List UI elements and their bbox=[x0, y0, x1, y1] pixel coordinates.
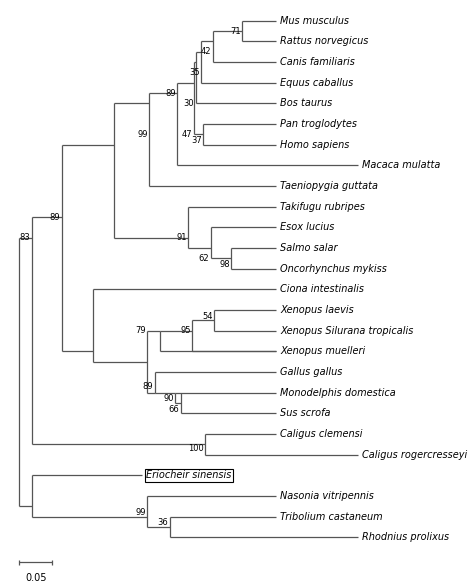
Text: 66: 66 bbox=[169, 404, 179, 414]
Text: Eriocheir sinensis: Eriocheir sinensis bbox=[146, 470, 232, 480]
Text: Nasonia vitripennis: Nasonia vitripennis bbox=[280, 491, 374, 501]
Text: 83: 83 bbox=[20, 233, 31, 242]
Text: Xenopus Silurana tropicalis: Xenopus Silurana tropicalis bbox=[280, 326, 414, 336]
Text: 79: 79 bbox=[135, 326, 146, 335]
Text: 54: 54 bbox=[202, 312, 213, 321]
Text: Rhodnius prolixus: Rhodnius prolixus bbox=[362, 532, 449, 542]
Text: Macaca mulatta: Macaca mulatta bbox=[362, 160, 440, 170]
Text: 42: 42 bbox=[201, 47, 211, 56]
Text: Oncorhynchus mykiss: Oncorhynchus mykiss bbox=[280, 264, 387, 274]
Text: Sus scrofa: Sus scrofa bbox=[280, 409, 331, 419]
Text: Equus caballus: Equus caballus bbox=[280, 77, 354, 87]
Text: 36: 36 bbox=[157, 518, 168, 527]
Text: Salmo salar: Salmo salar bbox=[280, 243, 338, 253]
Text: Ciona intestinalis: Ciona intestinalis bbox=[280, 284, 364, 294]
Text: Esox lucius: Esox lucius bbox=[280, 222, 335, 232]
Text: 0.05: 0.05 bbox=[25, 573, 46, 583]
Text: Caligus clemensi: Caligus clemensi bbox=[280, 429, 363, 439]
Text: 30: 30 bbox=[183, 99, 194, 108]
Text: 95: 95 bbox=[180, 326, 191, 335]
Text: Monodelphis domestica: Monodelphis domestica bbox=[280, 387, 396, 397]
Text: Mus musculus: Mus musculus bbox=[280, 16, 349, 26]
Text: Xenopus laevis: Xenopus laevis bbox=[280, 305, 354, 315]
Text: 89: 89 bbox=[143, 382, 154, 391]
Text: 98: 98 bbox=[219, 260, 229, 269]
Text: 35: 35 bbox=[189, 68, 200, 77]
Text: 91: 91 bbox=[176, 233, 187, 242]
Text: Rattus norvegicus: Rattus norvegicus bbox=[280, 36, 369, 46]
Text: 100: 100 bbox=[188, 444, 204, 453]
Text: 37: 37 bbox=[191, 136, 202, 145]
Text: 71: 71 bbox=[230, 26, 241, 36]
Text: 99: 99 bbox=[136, 508, 146, 517]
Text: Tribolium castaneum: Tribolium castaneum bbox=[280, 512, 383, 522]
Text: Takifugu rubripes: Takifugu rubripes bbox=[280, 202, 365, 212]
Text: 89: 89 bbox=[165, 89, 176, 97]
Text: 90: 90 bbox=[164, 394, 174, 403]
Text: Caligus rogercresseyi: Caligus rogercresseyi bbox=[362, 450, 467, 460]
Text: Xenopus muelleri: Xenopus muelleri bbox=[280, 346, 365, 356]
Text: 99: 99 bbox=[137, 130, 148, 139]
Text: Gallus gallus: Gallus gallus bbox=[280, 367, 343, 377]
Text: Pan troglodytes: Pan troglodytes bbox=[280, 119, 357, 129]
Text: Taeniopygia guttata: Taeniopygia guttata bbox=[280, 181, 378, 191]
Text: 89: 89 bbox=[50, 212, 60, 221]
Text: Bos taurus: Bos taurus bbox=[280, 99, 332, 109]
Text: Canis familiaris: Canis familiaris bbox=[280, 57, 355, 67]
Text: 62: 62 bbox=[199, 254, 209, 263]
Text: 47: 47 bbox=[182, 130, 192, 139]
Text: Homo sapiens: Homo sapiens bbox=[280, 140, 350, 150]
